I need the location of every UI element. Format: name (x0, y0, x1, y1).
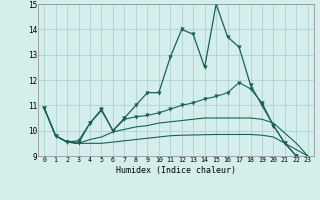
X-axis label: Humidex (Indice chaleur): Humidex (Indice chaleur) (116, 166, 236, 175)
